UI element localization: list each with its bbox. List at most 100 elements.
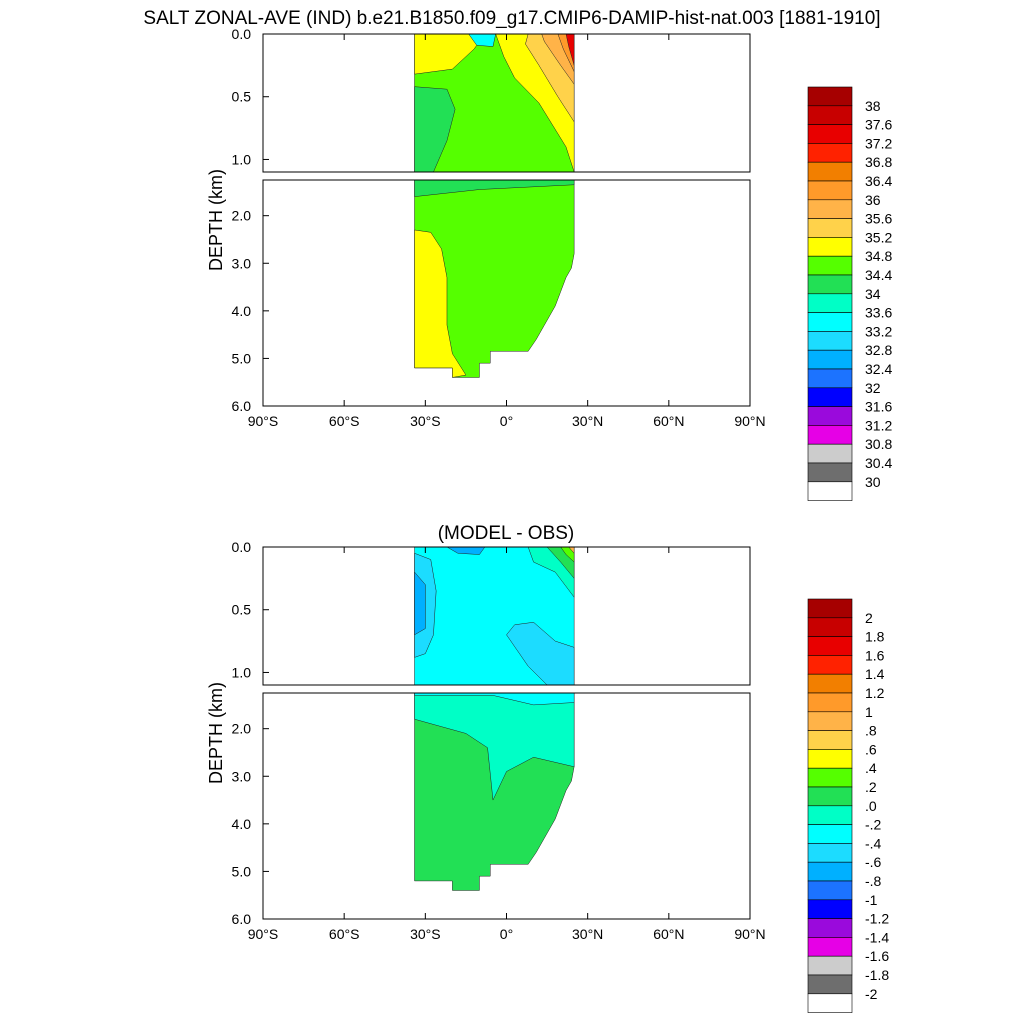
colorbar-swatch: [807, 805, 853, 825]
y-tick-label: 0.0: [232, 539, 252, 555]
colorbar-swatch: [807, 843, 853, 863]
colorbar-swatch: [807, 274, 853, 295]
y-tick-label: 2.0: [232, 208, 252, 224]
colorbar-swatch: [807, 749, 853, 769]
colorbar-swatch: [807, 481, 853, 501]
colorbar-label: 31.2: [865, 417, 892, 433]
colorbar-swatch: [807, 161, 853, 182]
diff-region-neg0_8: [414, 571, 426, 636]
colorbar-label: 37.6: [865, 117, 892, 133]
colorbar-label: -2: [865, 986, 878, 1002]
y-tick-label: 6.0: [232, 398, 252, 414]
diff-panel: (MODEL - OBS) 90°S 60°S 30°S 0° 30°N 60°N 90°N 0…: [206, 523, 889, 1013]
x-tick-label: 90°N: [734, 926, 765, 942]
colorbar-label: 32.4: [865, 361, 892, 377]
colorbar-label: -.6: [865, 854, 882, 870]
diff-lower-fill: [414, 692, 575, 891]
colorbar-swatch: [807, 443, 853, 464]
colorbar-swatch: [807, 955, 853, 976]
colorbar-label: 34.8: [865, 248, 892, 264]
colorbar-swatch: [807, 368, 853, 389]
salt-colorbar: 38 37.6 37.2 36.8 36.4 36 35.6 35.2 34.8 34.4 34 33…: [807, 86, 892, 501]
y-axis-label: DEPTH (km): [206, 682, 226, 784]
colorbar-label: .8: [865, 723, 877, 739]
y-tick-label: 0.5: [232, 602, 252, 618]
colorbar-swatch: [807, 598, 853, 619]
y-tick-label: 1.0: [232, 664, 252, 680]
colorbar-label: 37.2: [865, 135, 892, 151]
colorbar-label: 31.6: [865, 399, 892, 415]
colorbar-label: 35.2: [865, 229, 892, 245]
colorbar-swatch: [807, 993, 853, 1013]
colorbar-label: 33.2: [865, 323, 892, 339]
colorbar-label: -1.2: [865, 911, 889, 927]
colorbar-label: 36.4: [865, 173, 892, 189]
colorbar-swatch: [807, 824, 853, 844]
colorbar-label: 1: [865, 704, 873, 720]
colorbar-swatch: [807, 218, 853, 238]
colorbar-swatch: [807, 655, 853, 675]
colorbar-label: 1.8: [865, 629, 885, 645]
colorbar-label: 1.6: [865, 647, 885, 663]
colorbar-swatch: [807, 692, 853, 713]
colorbar-swatch: [807, 974, 853, 995]
x-tick-label: 60°N: [653, 413, 684, 429]
colorbar-swatch: [807, 143, 853, 163]
salt-lower-fill: [414, 179, 575, 378]
colorbar-swatch: [807, 880, 853, 901]
colorbar-swatch: [807, 786, 853, 807]
x-tick-label: 0°: [500, 413, 513, 429]
x-tick-label: 30°S: [410, 413, 441, 429]
chart-title: SALT ZONAL-AVE (IND) b.e21.B1850.f09_g17…: [143, 8, 881, 29]
colorbar-swatch: [807, 237, 853, 257]
colorbar-label: 30.4: [865, 455, 892, 471]
colorbar-label: 30.8: [865, 436, 892, 452]
colorbar-swatch: [807, 105, 853, 125]
x-tick-label: 60°S: [329, 413, 360, 429]
y-tick-label: 2.0: [232, 721, 252, 737]
colorbar-label: -.8: [865, 873, 882, 889]
colorbar-swatch: [807, 293, 853, 313]
x-tick-label: 30°S: [410, 926, 441, 942]
colorbar-swatch: [807, 767, 853, 788]
y-tick-label: 4.0: [232, 303, 252, 319]
salt-panel: 90°S 60°S 30°S 0° 30°N 60°N 90°N 0.0 0.5 1.0 2.0 3.…: [206, 26, 892, 501]
colorbar-swatch: [807, 617, 853, 637]
colorbar-swatch: [807, 312, 853, 332]
colorbar-swatch: [807, 899, 853, 919]
colorbar-swatch: [807, 331, 853, 351]
colorbar-label: .6: [865, 741, 877, 757]
x-tick-label: 30°N: [572, 413, 603, 429]
y-tick-label: 6.0: [232, 911, 252, 927]
colorbar-label: -.4: [865, 835, 882, 851]
colorbar-swatch: [807, 937, 853, 957]
colorbar-swatch: [807, 349, 853, 370]
x-tick-label: 60°N: [653, 926, 684, 942]
colorbar-label: 38: [865, 98, 881, 114]
colorbar-swatch: [807, 425, 853, 445]
colorbar-swatch: [807, 199, 853, 219]
colorbar-label: 1.2: [865, 685, 885, 701]
diff-upper-fill: [414, 546, 575, 686]
x-tick-label: 30°N: [572, 926, 603, 942]
diff-colorbar: 21.81.61.41.21.8.6.4.2.0-.2-.4-.6-.8-1-1…: [807, 598, 889, 1013]
y-tick-label: 1.0: [232, 151, 252, 167]
colorbar-label: -1.4: [865, 929, 889, 945]
x-tick-label: 0°: [500, 926, 513, 942]
colorbar-label: -.2: [865, 817, 882, 833]
colorbar-label: 32: [865, 380, 881, 396]
colorbar-label: 2: [865, 610, 873, 626]
x-tick-label: 90°N: [734, 413, 765, 429]
colorbar-swatch: [807, 462, 853, 483]
diff-region-neg0_6-north: [506, 622, 575, 686]
colorbar-label: 33.6: [865, 305, 892, 321]
colorbar-swatch: [807, 255, 853, 276]
colorbar-swatch: [807, 636, 853, 656]
y-axis-label: DEPTH (km): [206, 169, 226, 271]
colorbar-swatch: [807, 711, 853, 731]
colorbar-label: .4: [865, 760, 877, 776]
colorbar-label: 30: [865, 474, 881, 490]
colorbar-label: 34: [865, 286, 881, 302]
y-tick-label: 3.0: [232, 255, 252, 271]
